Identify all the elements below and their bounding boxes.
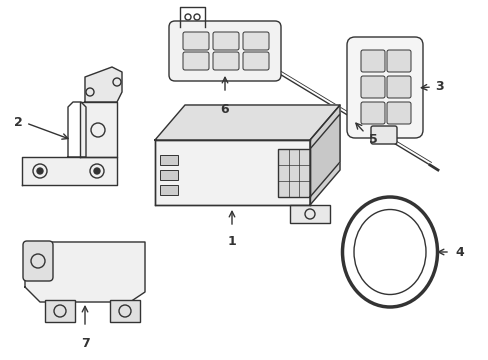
Text: 1: 1 [227,235,236,248]
Bar [289,205,329,223]
Ellipse shape [342,197,437,307]
Circle shape [94,168,100,174]
Bar [45,300,75,322]
FancyBboxPatch shape [360,76,384,98]
FancyBboxPatch shape [386,102,410,124]
Polygon shape [22,157,117,185]
Circle shape [37,168,43,174]
Text: 7: 7 [81,337,89,350]
FancyBboxPatch shape [183,32,208,50]
Polygon shape [85,67,122,102]
FancyBboxPatch shape [213,32,239,50]
Text: 3: 3 [435,81,444,94]
FancyBboxPatch shape [243,52,268,70]
Polygon shape [309,114,339,197]
Polygon shape [25,242,145,302]
FancyBboxPatch shape [370,126,396,144]
Bar [160,155,178,165]
Ellipse shape [353,210,425,294]
Text: 6: 6 [220,103,229,116]
Bar [160,185,178,195]
FancyBboxPatch shape [360,50,384,72]
FancyBboxPatch shape [386,76,410,98]
Bar [110,300,140,322]
FancyBboxPatch shape [213,52,239,70]
FancyBboxPatch shape [243,32,268,50]
Bar [278,149,309,197]
FancyBboxPatch shape [346,37,422,138]
FancyBboxPatch shape [23,241,53,281]
Polygon shape [309,105,339,205]
Text: 2: 2 [14,117,22,130]
Text: 5: 5 [368,134,377,147]
FancyBboxPatch shape [169,21,281,81]
Bar [160,170,178,180]
FancyBboxPatch shape [386,50,410,72]
Polygon shape [155,105,339,140]
Bar [155,140,309,205]
Polygon shape [80,102,117,157]
FancyBboxPatch shape [360,102,384,124]
FancyBboxPatch shape [183,52,208,70]
Text: 4: 4 [455,246,464,258]
